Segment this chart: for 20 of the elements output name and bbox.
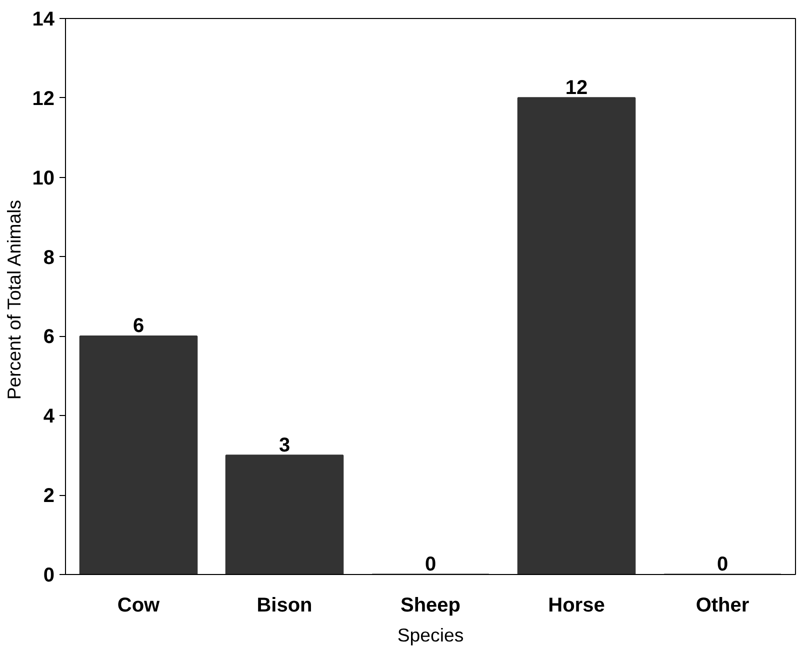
y-tick-label: 0 xyxy=(43,564,54,586)
x-axis-title: Species xyxy=(397,624,464,646)
y-tick-label: 4 xyxy=(43,406,56,428)
data-label: 3 xyxy=(278,434,290,456)
x-tick-label: Horse xyxy=(548,594,605,616)
y-axis-title: Percent of Total Animals xyxy=(3,200,24,400)
y-tick-label: 6 xyxy=(43,326,54,348)
data-label: 6 xyxy=(132,315,144,338)
data-label: 0 xyxy=(716,554,728,576)
data-label: 0 xyxy=(424,554,436,576)
data-label: 12 xyxy=(565,76,588,99)
y-tick-label: 10 xyxy=(32,167,55,190)
x-tick-label: Cow xyxy=(117,594,160,616)
x-tick-label: Sheep xyxy=(400,594,461,616)
x-tick-label: Other xyxy=(696,594,750,616)
x-tick-label: Bison xyxy=(256,594,312,616)
y-tick-label: 2 xyxy=(43,485,54,508)
y-tick-label: 14 xyxy=(32,8,56,30)
y-tick-label: 12 xyxy=(32,88,55,110)
y-tick-label: 8 xyxy=(43,246,54,269)
